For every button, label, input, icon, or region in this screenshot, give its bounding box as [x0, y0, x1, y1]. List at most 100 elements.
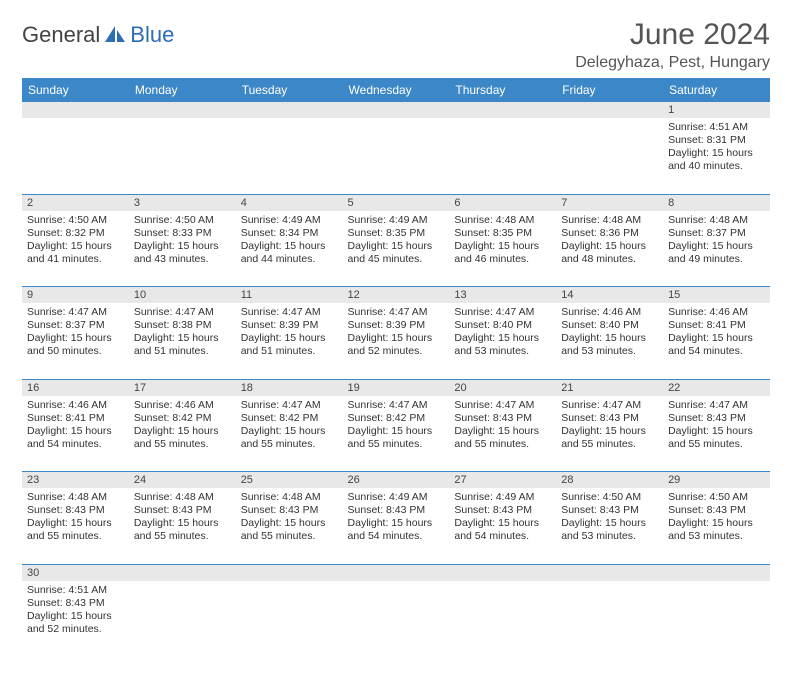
- sunset-text: Sunset: 8:41 PM: [27, 412, 124, 425]
- day-number-cell: 26: [343, 472, 450, 489]
- sunrise-text: Sunrise: 4:48 AM: [27, 491, 124, 504]
- day2-text: and 49 minutes.: [668, 253, 765, 266]
- day-number-cell: 29: [663, 472, 770, 489]
- day1-text: Daylight: 15 hours: [27, 425, 124, 438]
- sunset-text: Sunset: 8:41 PM: [668, 319, 765, 332]
- day-cell: Sunrise: 4:49 AMSunset: 8:43 PMDaylight:…: [449, 488, 556, 564]
- day2-text: and 43 minutes.: [134, 253, 231, 266]
- sunrise-text: Sunrise: 4:47 AM: [134, 306, 231, 319]
- day2-text: and 53 minutes.: [561, 530, 658, 543]
- day-cell: [236, 581, 343, 657]
- day-cell: [343, 581, 450, 657]
- weekday-header: Tuesday: [236, 78, 343, 102]
- weekday-header: Sunday: [22, 78, 129, 102]
- day2-text: and 53 minutes.: [561, 345, 658, 358]
- daynum-row: 2345678: [22, 194, 770, 211]
- sunset-text: Sunset: 8:34 PM: [241, 227, 338, 240]
- sunset-text: Sunset: 8:43 PM: [454, 412, 551, 425]
- sunrise-text: Sunrise: 4:46 AM: [134, 399, 231, 412]
- sunset-text: Sunset: 8:43 PM: [134, 504, 231, 517]
- sunrise-text: Sunrise: 4:49 AM: [454, 491, 551, 504]
- sunrise-text: Sunrise: 4:46 AM: [27, 399, 124, 412]
- weekday-header-row: Sunday Monday Tuesday Wednesday Thursday…: [22, 78, 770, 102]
- day1-text: Daylight: 15 hours: [561, 425, 658, 438]
- sunset-text: Sunset: 8:40 PM: [454, 319, 551, 332]
- day2-text: and 55 minutes.: [668, 438, 765, 451]
- day-cell: Sunrise: 4:49 AMSunset: 8:34 PMDaylight:…: [236, 211, 343, 287]
- day-cell: Sunrise: 4:48 AMSunset: 8:43 PMDaylight:…: [129, 488, 236, 564]
- day-number-cell: 17: [129, 379, 236, 396]
- day-cell: Sunrise: 4:47 AMSunset: 8:43 PMDaylight:…: [663, 396, 770, 472]
- day1-text: Daylight: 15 hours: [134, 240, 231, 253]
- day-number-cell: 25: [236, 472, 343, 489]
- day-cell: Sunrise: 4:50 AMSunset: 8:32 PMDaylight:…: [22, 211, 129, 287]
- day-number-cell: 3: [129, 194, 236, 211]
- sunrise-text: Sunrise: 4:47 AM: [668, 399, 765, 412]
- day1-text: Daylight: 15 hours: [668, 147, 765, 160]
- day-cell: Sunrise: 4:48 AMSunset: 8:35 PMDaylight:…: [449, 211, 556, 287]
- day-cell: Sunrise: 4:46 AMSunset: 8:41 PMDaylight:…: [22, 396, 129, 472]
- day1-text: Daylight: 15 hours: [241, 517, 338, 530]
- sunset-text: Sunset: 8:43 PM: [668, 412, 765, 425]
- day1-text: Daylight: 15 hours: [241, 240, 338, 253]
- daynum-row: 16171819202122: [22, 379, 770, 396]
- sunrise-text: Sunrise: 4:46 AM: [668, 306, 765, 319]
- weekday-header: Wednesday: [343, 78, 450, 102]
- sunset-text: Sunset: 8:42 PM: [134, 412, 231, 425]
- day1-text: Daylight: 15 hours: [348, 517, 445, 530]
- day-cell: Sunrise: 4:46 AMSunset: 8:41 PMDaylight:…: [663, 303, 770, 379]
- day2-text: and 41 minutes.: [27, 253, 124, 266]
- day-cell: Sunrise: 4:48 AMSunset: 8:43 PMDaylight:…: [22, 488, 129, 564]
- day1-text: Daylight: 15 hours: [27, 240, 124, 253]
- sunset-text: Sunset: 8:43 PM: [454, 504, 551, 517]
- sunset-text: Sunset: 8:40 PM: [561, 319, 658, 332]
- day2-text: and 54 minutes.: [454, 530, 551, 543]
- sunset-text: Sunset: 8:43 PM: [27, 597, 124, 610]
- day-number-cell: 22: [663, 379, 770, 396]
- day-cell: Sunrise: 4:47 AMSunset: 8:39 PMDaylight:…: [343, 303, 450, 379]
- day-cell: Sunrise: 4:50 AMSunset: 8:43 PMDaylight:…: [556, 488, 663, 564]
- day-cell: [22, 118, 129, 194]
- day2-text: and 53 minutes.: [668, 530, 765, 543]
- day-number-cell: 28: [556, 472, 663, 489]
- day1-text: Daylight: 15 hours: [454, 332, 551, 345]
- sunrise-text: Sunrise: 4:47 AM: [348, 306, 445, 319]
- day1-text: Daylight: 15 hours: [134, 332, 231, 345]
- sunset-text: Sunset: 8:35 PM: [454, 227, 551, 240]
- sunrise-text: Sunrise: 4:48 AM: [561, 214, 658, 227]
- day-cell: Sunrise: 4:48 AMSunset: 8:43 PMDaylight:…: [236, 488, 343, 564]
- calendar-table: Sunday Monday Tuesday Wednesday Thursday…: [22, 78, 770, 657]
- sunset-text: Sunset: 8:42 PM: [348, 412, 445, 425]
- day2-text: and 51 minutes.: [241, 345, 338, 358]
- sunrise-text: Sunrise: 4:48 AM: [134, 491, 231, 504]
- day1-text: Daylight: 15 hours: [561, 332, 658, 345]
- day-number-cell: 5: [343, 194, 450, 211]
- location: Delegyhaza, Pest, Hungary: [575, 54, 770, 72]
- day2-text: and 55 minutes.: [454, 438, 551, 451]
- day-number-cell: [556, 102, 663, 118]
- day-number-cell: 21: [556, 379, 663, 396]
- day-number-cell: 8: [663, 194, 770, 211]
- day1-text: Daylight: 15 hours: [134, 517, 231, 530]
- daynum-row: 9101112131415: [22, 287, 770, 304]
- day1-text: Daylight: 15 hours: [134, 425, 231, 438]
- day2-text: and 48 minutes.: [561, 253, 658, 266]
- day-cell: Sunrise: 4:47 AMSunset: 8:40 PMDaylight:…: [449, 303, 556, 379]
- day2-text: and 50 minutes.: [27, 345, 124, 358]
- week-row: Sunrise: 4:48 AMSunset: 8:43 PMDaylight:…: [22, 488, 770, 564]
- day-cell: Sunrise: 4:47 AMSunset: 8:39 PMDaylight:…: [236, 303, 343, 379]
- day-cell: [343, 118, 450, 194]
- sunrise-text: Sunrise: 4:46 AM: [561, 306, 658, 319]
- sunrise-text: Sunrise: 4:47 AM: [454, 306, 551, 319]
- sunset-text: Sunset: 8:32 PM: [27, 227, 124, 240]
- day-cell: Sunrise: 4:51 AMSunset: 8:43 PMDaylight:…: [22, 581, 129, 657]
- sunrise-text: Sunrise: 4:50 AM: [134, 214, 231, 227]
- day-cell: Sunrise: 4:48 AMSunset: 8:36 PMDaylight:…: [556, 211, 663, 287]
- day-number-cell: 13: [449, 287, 556, 304]
- brand-logo: General Blue: [22, 22, 174, 48]
- brand-part1: General: [22, 22, 100, 48]
- day1-text: Daylight: 15 hours: [454, 240, 551, 253]
- day-number-cell: 1: [663, 102, 770, 118]
- sunrise-text: Sunrise: 4:49 AM: [241, 214, 338, 227]
- day-number-cell: [556, 564, 663, 581]
